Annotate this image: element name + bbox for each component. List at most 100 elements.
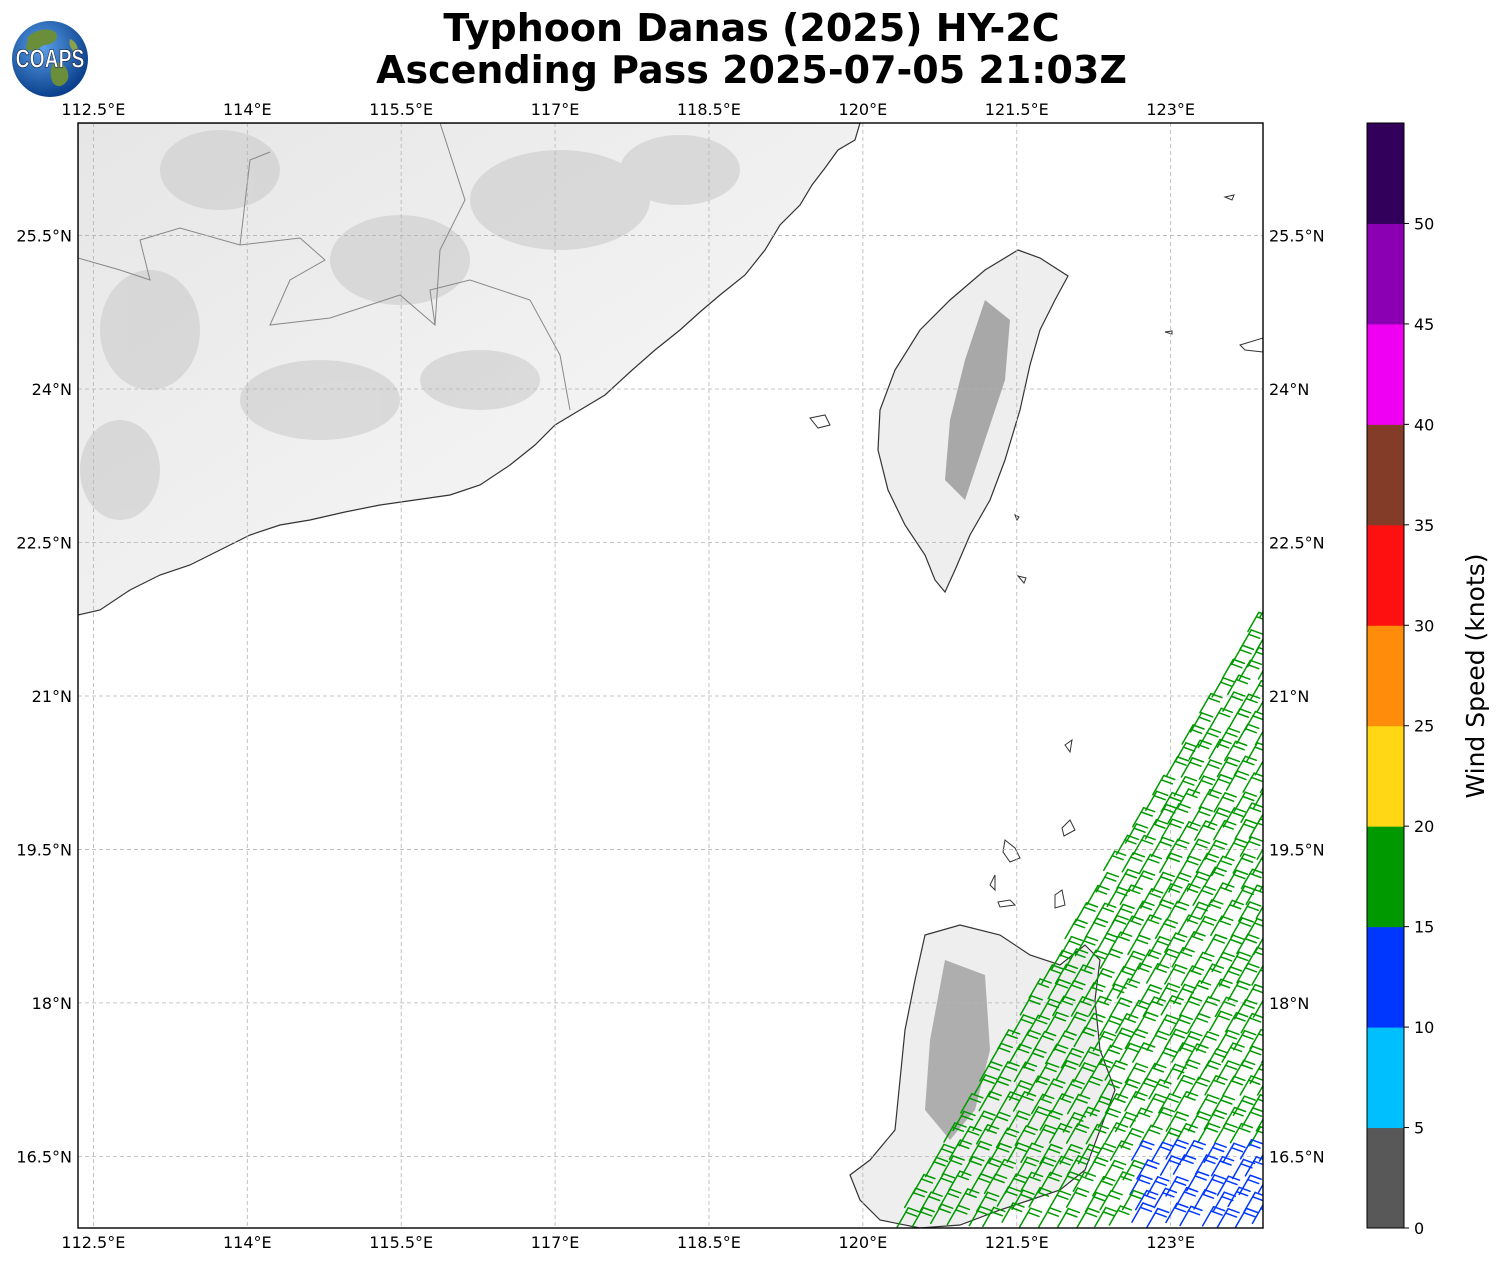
wind-barb bbox=[996, 1186, 1021, 1207]
wind-barb bbox=[1186, 871, 1211, 892]
wind-barb bbox=[1102, 1159, 1127, 1181]
wind-barb bbox=[1122, 1159, 1146, 1181]
wind-barb bbox=[1028, 978, 1052, 999]
wind-barb bbox=[1111, 1171, 1135, 1192]
lat-tick-label-left: 24°N bbox=[32, 380, 72, 399]
wind-barb bbox=[1224, 838, 1248, 859]
wind-barb bbox=[1262, 1031, 1263, 1033]
wind-barb bbox=[1077, 1143, 1102, 1165]
wind-barb bbox=[1129, 1107, 1153, 1129]
wind-barb bbox=[1031, 1093, 1055, 1115]
wind-barb bbox=[972, 1110, 996, 1132]
wind-barb bbox=[1153, 1187, 1178, 1209]
colorbar-tick-label: 40 bbox=[1414, 415, 1434, 434]
wind-barb bbox=[958, 1125, 982, 1147]
wind-barb bbox=[1073, 1026, 1097, 1048]
wind-barb bbox=[1229, 1122, 1254, 1144]
map-frame bbox=[77, 122, 1264, 1229]
wind-barb bbox=[1165, 1111, 1190, 1132]
wind-barb bbox=[1203, 933, 1228, 955]
wind-barb bbox=[1039, 1143, 1063, 1165]
wind-barb bbox=[1074, 902, 1099, 923]
lon-tick-label-bottom: 115.5°E bbox=[369, 1233, 433, 1252]
wind-barb bbox=[1244, 1156, 1263, 1177]
wind-barb bbox=[1251, 965, 1263, 986]
colorbar-title: Wind Speed (knots) bbox=[1461, 553, 1490, 798]
wind-barb bbox=[1202, 1174, 1227, 1195]
colorbar-tick-label: 0 bbox=[1414, 1219, 1424, 1238]
lon-tick-label-top: 115.5°E bbox=[369, 100, 433, 119]
wind-barb bbox=[982, 1206, 1006, 1228]
wind-barb bbox=[979, 1061, 1003, 1082]
lat-tick-label-right: 21°N bbox=[1269, 687, 1309, 706]
wind-barb bbox=[1191, 951, 1215, 973]
wind-barb bbox=[1260, 1058, 1263, 1064]
wind-barb bbox=[1119, 884, 1144, 905]
wind-barb bbox=[1076, 1106, 1100, 1128]
wind-barb bbox=[1085, 1123, 1110, 1145]
wind-barb bbox=[896, 1207, 920, 1228]
colorbar bbox=[1367, 123, 1404, 1229]
wind-barb bbox=[1150, 836, 1175, 858]
wind-barb bbox=[1079, 1075, 1103, 1097]
wind-barb bbox=[1120, 1127, 1145, 1149]
colorbar-tick-label: 30 bbox=[1414, 616, 1434, 635]
wind-barb bbox=[1208, 738, 1232, 760]
wind-barb bbox=[1109, 1140, 1134, 1161]
wind-barb bbox=[1140, 888, 1164, 909]
wind-barb bbox=[1055, 1059, 1079, 1081]
wind-barb bbox=[1173, 983, 1197, 1005]
wind-barb bbox=[1177, 883, 1201, 904]
colorbar-tick-label: 10 bbox=[1414, 1018, 1434, 1037]
wind-barb bbox=[1204, 839, 1228, 861]
wind-barb bbox=[1060, 1047, 1085, 1069]
wind-barb bbox=[968, 1140, 993, 1162]
wind-barb bbox=[1052, 995, 1076, 1017]
lon-tick-label-bottom: 120°E bbox=[839, 1233, 888, 1252]
colorbar-segment bbox=[1367, 1127, 1404, 1229]
wind-barb bbox=[978, 1090, 1002, 1112]
wind-barb bbox=[1182, 1139, 1206, 1161]
wind-barb bbox=[930, 1203, 954, 1225]
lon-tick-label-top: 121.5°E bbox=[985, 100, 1049, 119]
wind-barb bbox=[1152, 774, 1176, 796]
wind-barb bbox=[1089, 1058, 1114, 1079]
wind-barb bbox=[1001, 1202, 1025, 1223]
wind-barb bbox=[1050, 949, 1075, 971]
wind-barb bbox=[1008, 1043, 1032, 1065]
lat-tick-label-right: 22.5°N bbox=[1269, 533, 1325, 552]
wind-barb bbox=[1050, 1093, 1074, 1114]
colorbar-tick-label: 15 bbox=[1414, 918, 1434, 937]
colorbar-frame bbox=[1366, 122, 1405, 1229]
colorbar-segment bbox=[1367, 725, 1404, 827]
wind-barb bbox=[1232, 1095, 1257, 1116]
wind-barb bbox=[1254, 730, 1263, 746]
wind-barb bbox=[1091, 968, 1115, 989]
wind-barb bbox=[1171, 1074, 1196, 1096]
wind-barb bbox=[1129, 1174, 1153, 1196]
wind-barb bbox=[1019, 995, 1044, 1016]
wind-barb bbox=[1131, 1140, 1155, 1161]
wind-barb bbox=[1065, 1011, 1089, 1033]
province-border bbox=[434, 123, 466, 326]
wind-barb bbox=[1144, 790, 1169, 812]
wind-barb bbox=[1127, 934, 1151, 956]
lon-tick-label-bottom: 118.5°E bbox=[677, 1233, 741, 1252]
wind-barb bbox=[1192, 885, 1216, 906]
wind-barb bbox=[1211, 677, 1235, 698]
wind-barb bbox=[1232, 853, 1256, 874]
wind-barb bbox=[1132, 1042, 1156, 1063]
wind-barb bbox=[1054, 963, 1079, 985]
wind-barb bbox=[995, 1127, 1020, 1149]
wind-barb bbox=[1255, 905, 1263, 919]
wind-barb bbox=[1227, 980, 1251, 1001]
wind-barb bbox=[946, 1204, 971, 1226]
wind-barb bbox=[1059, 1143, 1083, 1165]
wind-barb bbox=[1225, 770, 1250, 791]
wind-barb bbox=[1172, 1154, 1197, 1175]
wind-barb bbox=[1232, 1029, 1257, 1051]
wind-barb bbox=[1197, 1122, 1221, 1144]
wind-barb bbox=[1011, 1014, 1036, 1035]
wind-barb bbox=[1078, 1046, 1103, 1068]
colorbar-segment bbox=[1367, 323, 1404, 425]
